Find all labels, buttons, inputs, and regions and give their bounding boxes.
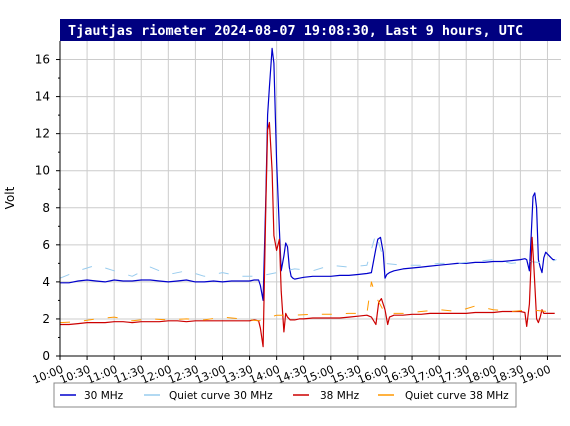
chart-title: Tjautjas riometer 2024-08-07 19:08:30, L… bbox=[68, 23, 523, 39]
plot-background bbox=[60, 41, 561, 356]
y-tick-label: 12 bbox=[35, 127, 50, 141]
title-bar bbox=[60, 19, 561, 41]
y-tick-label: 16 bbox=[35, 53, 50, 67]
y-tick-label: 6 bbox=[42, 238, 50, 252]
y-axis-title: Volt bbox=[3, 186, 17, 209]
y-tick-label: 4 bbox=[42, 275, 50, 289]
legend: 30 MHz Quiet curve 30 MHz 38 MHz Quiet curv… bbox=[53, 382, 517, 408]
legend-label-0: 30 MHz bbox=[84, 390, 124, 402]
legend-label-2: 38 MHz bbox=[320, 390, 360, 402]
y-tick-label: 0 bbox=[42, 349, 50, 363]
legend-label-1: Quiet curve 30 MHz bbox=[169, 390, 273, 402]
legend-label-3: Quiet curve 38 MHz bbox=[405, 390, 509, 402]
series-line-0 bbox=[60, 47, 555, 301]
grid bbox=[60, 41, 561, 356]
legend-box bbox=[53, 382, 517, 408]
y-tick-label: 10 bbox=[35, 164, 50, 178]
series-line-3 bbox=[59, 281, 557, 324]
y-ticks: 0 2 4 6 8 10 12 14 16 bbox=[35, 53, 60, 363]
legend-items: 30 MHz Quiet curve 30 MHz 38 MHz Quiet curv… bbox=[60, 390, 509, 402]
series-layer bbox=[59, 47, 557, 348]
y-tick-label: 8 bbox=[42, 201, 50, 215]
series-line-2 bbox=[60, 121, 555, 348]
y-tick-label: 2 bbox=[42, 312, 50, 326]
y-tick-label: 14 bbox=[35, 90, 50, 104]
x-ticks: 10:0010:3011:0011:3012:0012:3013:0013:30… bbox=[31, 356, 553, 387]
series-line-1 bbox=[59, 233, 557, 279]
plot-area: 0 2 4 6 8 10 12 14 16 10:0010:3011:0011:3012:001… bbox=[31, 41, 561, 387]
x-tick-label: 19:00 bbox=[518, 363, 552, 387]
